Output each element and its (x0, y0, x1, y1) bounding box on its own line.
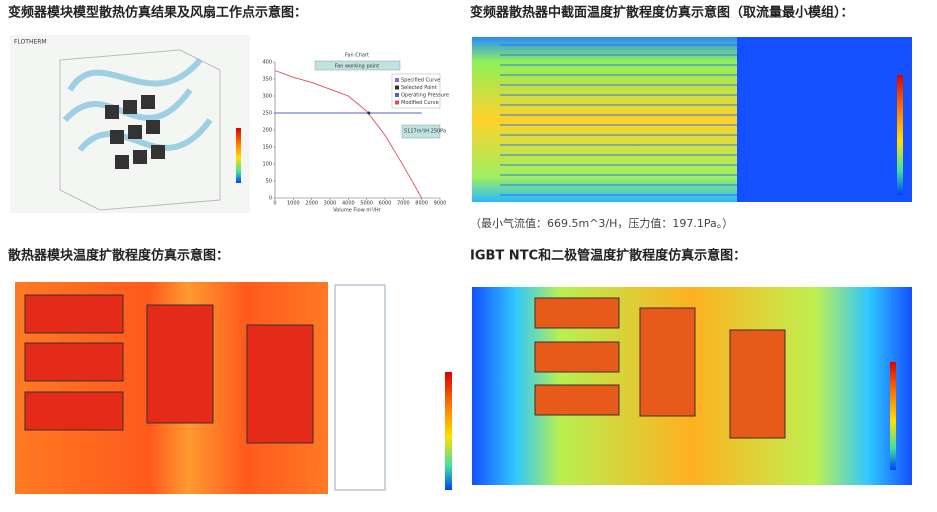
legend-swatch (395, 93, 399, 97)
legend-box (391, 73, 441, 109)
x-tick-label: 7000 (397, 201, 410, 207)
x-tick-label: 5000 (360, 201, 373, 207)
legend-label: Modified Curve (401, 100, 439, 106)
panel-title: IGBT NTC和二极管温度扩散程度仿真示意图： (470, 248, 746, 264)
legend-swatch (395, 85, 399, 90)
y-tick-label: 250 (262, 111, 272, 117)
y-tick-label: 350 (262, 77, 272, 83)
x-tick-label: 3000 (324, 201, 337, 207)
section-heatmap (472, 37, 912, 202)
panel-title: 散热器模块温度扩散程度仿真示意图： (8, 248, 229, 264)
software-label: FLOTHERM (14, 39, 47, 46)
heatsink-heatmap (15, 282, 452, 494)
caption: （最小气流值：669.5m^3/H，压力值：197.1Pa。） (470, 216, 733, 230)
annotation: 5117m³/H 250Pa (404, 129, 446, 135)
chart-subtitle: Fan working point (335, 64, 379, 70)
x-axis-label: Volume Flow m³/Hr (333, 208, 382, 214)
x-tick-label: 1000 (287, 201, 300, 207)
y-tick-label: 150 (262, 145, 272, 151)
simulation-3d: FLOTHERM (10, 35, 250, 213)
chart-title: Fan Chart (345, 53, 369, 59)
y-tick-label: 300 (262, 94, 272, 100)
x-tick-label: 0 (273, 201, 276, 207)
x-tick-label: 4000 (342, 201, 355, 207)
series-line (274, 70, 423, 199)
x-tick-label: 8000 (415, 201, 428, 207)
x-tick-label: 9000 (434, 201, 447, 207)
y-tick-label: 200 (262, 128, 272, 134)
selected-point (367, 111, 371, 115)
y-tick-label: 400 (262, 60, 272, 66)
x-tick-label: 2000 (305, 201, 318, 207)
annotation-box (401, 124, 441, 139)
y-tick-label: 0 (269, 196, 272, 202)
igbt-heatmap (472, 287, 912, 485)
x-tick-label: 6000 (379, 201, 392, 207)
y-tick-label: 50 (266, 179, 272, 185)
panel-title: 变频器模块模型散热仿真结果及风扇工作点示意图： (8, 5, 307, 21)
legend-swatch (395, 100, 399, 105)
panel-title: 变频器散热器中截面温度扩散程度仿真示意图（取流量最小模组）： (470, 5, 854, 21)
subtitle-box (314, 60, 401, 71)
legend-label: Specified Curve (401, 78, 440, 84)
legend-label: Selected Point (401, 85, 437, 91)
legend-label: Operating Pressure (401, 93, 449, 99)
legend-swatch (395, 78, 399, 82)
y-tick-label: 100 (262, 162, 272, 168)
